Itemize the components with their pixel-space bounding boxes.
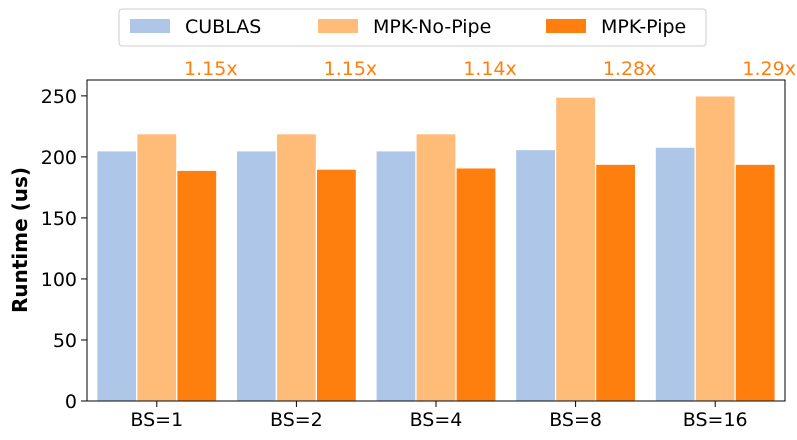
legend-label-mpk-no-pipe: MPK-No-Pipe: [373, 16, 491, 38]
bar-cublas-bs-8: [514, 148, 557, 402]
speedup-annotation: 1.28x: [603, 58, 657, 80]
speedup-annotation: 1.14x: [463, 58, 517, 80]
bar-mpk-pipe-bs-4: [455, 167, 497, 402]
legend-swatch-cublas: [130, 19, 170, 33]
legend-label-cublas: CUBLAS: [185, 16, 261, 38]
speedup-annotation: 1.29x: [742, 58, 796, 80]
x-tick-label: BS=16: [683, 409, 748, 431]
bar-mpk-no-pipe-bs-1: [136, 133, 178, 402]
y-tick-label: 50: [53, 330, 77, 352]
y-axis-title: Runtime (us): [8, 167, 32, 313]
bar-mpk-no-pipe-bs-2: [275, 133, 317, 402]
legend-swatch-mpk-pipe: [546, 19, 586, 33]
y-tick-label: 100: [41, 269, 77, 291]
bar-cublas-bs-16: [654, 146, 696, 402]
legend-frame: [118, 8, 707, 47]
bar-mpk-pipe-bs-16: [734, 163, 776, 402]
y-tick-label: 250: [41, 86, 77, 108]
bar-mpk-pipe-bs-2: [315, 168, 357, 402]
bar-cublas-bs-4: [375, 150, 417, 402]
bar-mpk-pipe-bs-1: [176, 169, 218, 402]
bar-mpk-pipe-bs-8: [594, 163, 637, 402]
legend: CUBLAS MPK-No-Pipe MPK-Pipe: [118, 8, 707, 47]
bar-cublas-bs-1: [96, 150, 138, 402]
bar-mpk-no-pipe-bs-16: [694, 95, 736, 402]
bar-cublas-bs-2: [235, 150, 277, 402]
plot-frame: [86, 79, 786, 402]
speedup-annotation: 1.15x: [324, 58, 378, 80]
bar-mpk-no-pipe-bs-8: [554, 96, 597, 402]
y-tick-label: 150: [41, 208, 77, 230]
x-tick-label: BS=1: [130, 409, 183, 431]
x-tick-label: BS=8: [549, 409, 602, 431]
y-tick-label: 200: [41, 147, 77, 169]
x-tick-label: BS=4: [410, 409, 463, 431]
legend-swatch-mpk-no-pipe: [318, 19, 358, 33]
y-tick-label: 0: [65, 391, 77, 413]
speedup-annotation: 1.15x: [184, 58, 238, 80]
legend-label-mpk-pipe: MPK-Pipe: [601, 16, 686, 38]
bar-mpk-no-pipe-bs-4: [415, 133, 457, 402]
x-tick-label: BS=2: [270, 409, 323, 431]
